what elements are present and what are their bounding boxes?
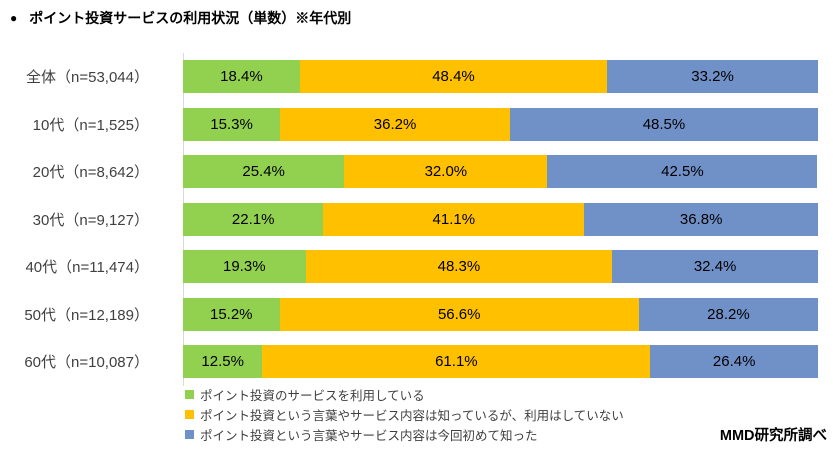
segment-using: 19.3% [183,250,306,284]
legend-item-using: ポイント投資のサービスを利用している [185,384,624,404]
segment-using: 12.5% [183,345,263,379]
segment-first-heard: 36.8% [584,202,818,236]
chart-row-60s: 60代（n=10,087） 12.5% 61.1% 26.4% [0,338,818,386]
legend-swatch-blue-icon [185,429,194,439]
chart-title: ● ポイント投資サービスの利用状況（単数）※年代別 [10,8,351,28]
legend-label: ポイント投資という言葉やサービス内容は知っているが、利用はしていない [200,408,624,423]
category-label: 50代（n=12,189） [24,306,149,324]
bar-track: 15.3% 36.2% 48.5% [183,107,818,141]
plot-area: 全体（n=53,044） 18.4% 48.4% 33.2% 10代（n=1,5… [0,53,818,386]
title-bullet-icon: ● [10,11,18,25]
segment-using: 22.1% [183,202,324,236]
bar-track: 12.5% 61.1% 26.4% [183,345,818,379]
segment-using: 25.4% [183,155,345,189]
legend-swatch-yellow-icon [185,409,194,419]
chart-row-30s: 30代（n=9,127） 22.1% 41.1% 36.8% [0,196,818,244]
bar-track: 25.4% 32.0% 42.5% [183,155,818,189]
source-credit: MMD研究所調べ [719,428,827,444]
segment-aware-not-using: 41.1% [323,202,585,236]
segment-using: 15.2% [183,297,280,331]
segment-aware-not-using: 48.4% [299,60,608,94]
segment-first-heard: 26.4% [650,345,818,379]
chart-title-text: ポイント投資サービスの利用状況（単数）※年代別 [29,10,352,26]
segment-first-heard: 42.5% [547,155,818,189]
category-label: 40代（n=11,474） [25,259,149,277]
legend-label: ポイント投資のサービスを利用している [200,388,425,403]
segment-using: 18.4% [183,60,300,94]
segment-aware-not-using: 56.6% [279,297,639,331]
chart-row-20s: 20代（n=8,642） 25.4% 32.0% 42.5% [0,148,818,196]
segment-first-heard: 33.2% [607,60,818,94]
legend: ポイント投資のサービスを利用している ポイント投資という言葉やサービス内容は知っ… [185,384,624,444]
segment-using: 15.3% [183,107,281,141]
segment-first-heard: 32.4% [612,250,818,284]
segment-aware-not-using: 48.3% [305,250,613,284]
bar-track: 22.1% 41.1% 36.8% [183,202,818,236]
category-label: 20代（n=8,642） [32,164,149,182]
bar-track: 15.2% 56.6% 28.2% [183,297,818,331]
category-label: 30代（n=9,127） [32,211,149,229]
chart-row-40s: 40代（n=11,474） 19.3% 48.3% 32.4% [0,243,818,291]
chart-row-50s: 50代（n=12,189） 15.2% 56.6% 28.2% [0,291,818,339]
segment-aware-not-using: 32.0% [344,155,548,189]
bar-track: 18.4% 48.4% 33.2% [183,60,818,94]
chart-row-total: 全体（n=53,044） 18.4% 48.4% 33.2% [0,53,818,101]
category-label: 10代（n=1,525） [32,116,149,134]
segment-first-heard: 28.2% [638,297,818,331]
chart-row-10s: 10代（n=1,525） 15.3% 36.2% 48.5% [0,101,818,149]
segment-first-heard: 48.5% [510,107,818,141]
segment-aware-not-using: 61.1% [262,345,651,379]
legend-item-first-heard: ポイント投資という言葉やサービス内容は今回初めて知った [185,424,624,444]
legend-item-aware-not-using: ポイント投資という言葉やサービス内容は知っているが、利用はしていない [185,404,624,424]
category-label: 60代（n=10,087） [24,354,149,372]
legend-swatch-green-icon [185,389,194,399]
bar-track: 19.3% 48.3% 32.4% [183,250,818,284]
legend-label: ポイント投資という言葉やサービス内容は今回初めて知った [200,428,538,443]
segment-aware-not-using: 36.2% [280,107,510,141]
category-label: 全体（n=53,044） [26,69,149,87]
